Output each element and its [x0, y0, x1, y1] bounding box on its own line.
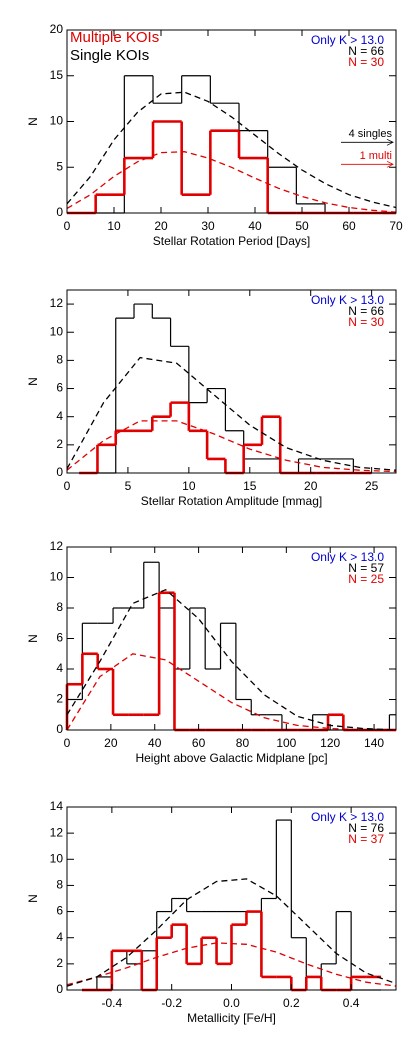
overflow-label: 4 singles — [349, 128, 393, 140]
y-axis-label: N — [26, 117, 40, 126]
fit-curve — [66, 420, 397, 473]
y-tick-label: 0 — [56, 465, 63, 479]
annotation: N = 37 — [348, 832, 384, 846]
y-tick-label: 12 — [50, 825, 64, 839]
annotation: N = 66 — [348, 304, 384, 318]
y-tick-label: 4 — [56, 409, 63, 423]
y-tick-label: 2 — [56, 956, 63, 970]
x-tick-label: 20 — [104, 736, 118, 750]
annotation: Only K > 13.0 — [311, 33, 384, 47]
y-tick-label: 0 — [56, 722, 63, 736]
legend-entry: Multiple KOIs — [70, 29, 159, 46]
fit-curve — [66, 356, 397, 471]
x-tick-label: 30 — [201, 219, 215, 233]
y-tick-label: 6 — [56, 904, 63, 918]
y-tick-label: 5 — [56, 159, 63, 173]
x-tick-label: 0 — [64, 219, 71, 233]
annotation: Only K > 13.0 — [311, 293, 384, 307]
overflow-label: 1 multi — [360, 150, 392, 162]
x-axis-label: Stellar Rotation Amplitude [mmag] — [141, 494, 322, 508]
x-axis-label: Metallicity [Fe/H] — [187, 1011, 276, 1025]
plot-frame — [66, 289, 397, 474]
y-tick-label: 10 — [50, 324, 64, 338]
x-tick-label: -0.4 — [102, 996, 123, 1010]
x-tick-label: 50 — [295, 219, 309, 233]
annotation: Only K > 13.0 — [311, 810, 384, 824]
overflow-arrow — [341, 160, 394, 168]
x-tick-label: 100 — [276, 736, 296, 750]
y-tick-label: 2 — [56, 692, 63, 706]
overflow-arrow — [341, 138, 394, 146]
x-tick-label: 0 — [64, 479, 71, 493]
x-tick-label: 5 — [125, 479, 132, 493]
y-tick-label: 8 — [56, 600, 63, 614]
y-tick-label: 14 — [50, 799, 64, 813]
y-axis-label: N — [26, 894, 40, 903]
x-tick-label: 0.4 — [343, 996, 360, 1010]
y-tick-label: 4 — [56, 930, 63, 944]
x-tick-label: 20 — [304, 479, 318, 493]
y-axis-label: N — [26, 377, 40, 386]
x-axis-label: Height above Galactic Midplane [pc] — [135, 751, 327, 765]
y-tick-label: 10 — [50, 570, 64, 584]
y-tick-label: 8 — [56, 878, 63, 892]
fit-curve — [66, 588, 397, 731]
x-tick-label: 20 — [154, 219, 168, 233]
x-tick-label: 25 — [365, 479, 379, 493]
y-axis-label: N — [26, 634, 40, 643]
annotation: Only K > 13.0 — [311, 550, 384, 564]
y-tick-label: 10 — [50, 851, 64, 865]
x-tick-label: 10 — [182, 479, 196, 493]
fit-curve — [66, 91, 397, 209]
y-tick-label: 2 — [56, 437, 63, 451]
y-tick-label: 15 — [50, 68, 64, 82]
annotation: N = 25 — [348, 572, 384, 586]
fit-curve — [66, 151, 397, 213]
y-tick-label: 12 — [50, 296, 64, 310]
x-tick-label: 120 — [320, 736, 340, 750]
y-tick-label: 4 — [56, 661, 63, 675]
x-tick-label: 80 — [236, 736, 250, 750]
x-tick-label: 0 — [64, 736, 71, 750]
annotation: N = 30 — [348, 315, 384, 329]
x-tick-label: 0.2 — [283, 996, 300, 1010]
x-tick-label: 10 — [107, 219, 121, 233]
y-tick-label: 6 — [56, 381, 63, 395]
fit-curve — [66, 878, 397, 987]
y-tick-label: 10 — [50, 114, 64, 128]
y-tick-label: 6 — [56, 631, 63, 645]
x-tick-label: -0.2 — [161, 996, 182, 1010]
x-tick-label: 60 — [342, 219, 356, 233]
annotation: N = 57 — [348, 561, 384, 575]
fit-curve — [66, 942, 397, 987]
y-tick-label: 12 — [50, 539, 64, 553]
legend-entry: Single KOIs — [70, 47, 149, 64]
y-tick-label: 0 — [56, 205, 63, 219]
fit-curve — [66, 653, 396, 731]
annotation: N = 66 — [348, 44, 384, 58]
x-tick-label: 15 — [243, 479, 257, 493]
annotation: N = 30 — [348, 55, 384, 69]
y-tick-label: 8 — [56, 353, 63, 367]
annotation: N = 76 — [348, 821, 384, 835]
x-tick-label: 40 — [248, 219, 262, 233]
x-tick-label: 140 — [364, 736, 384, 750]
y-tick-label: 20 — [50, 22, 64, 36]
x-tick-label: 60 — [192, 736, 206, 750]
x-tick-label: 0.0 — [223, 996, 240, 1010]
x-tick-label: 40 — [148, 736, 162, 750]
y-tick-label: 0 — [56, 982, 63, 996]
x-tick-label: 70 — [389, 219, 403, 233]
x-axis-label: Stellar Rotation Period [Days] — [153, 234, 310, 248]
